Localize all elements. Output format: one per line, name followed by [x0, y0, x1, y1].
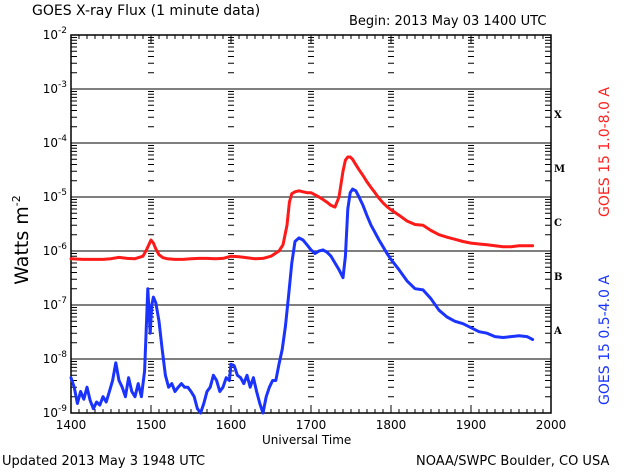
y-tick-base: 10 [42, 136, 59, 150]
y-tick-exp: -3 [58, 80, 67, 90]
y-tick-exp: -5 [58, 188, 67, 198]
begin-time: Begin: 2013 May 03 1400 UTC [349, 14, 547, 29]
y-tick-label: 10-8 [27, 350, 67, 366]
y-tick-label: 10-7 [27, 296, 67, 312]
x-tick-label: 1800 [375, 418, 407, 432]
series-short-channel [69, 187, 535, 415]
plot-frame [70, 34, 552, 414]
flare-class-m: M [554, 164, 566, 175]
y-tick-label: 10-3 [27, 80, 67, 96]
y-tick-base: 10 [42, 352, 59, 366]
x-tick-label: 2000 [535, 418, 567, 432]
y-tick-label: 10-4 [27, 134, 67, 150]
x-axis-label: Universal Time [262, 433, 352, 447]
y-tick-base: 10 [42, 190, 59, 204]
flare-class-a: A [554, 326, 562, 337]
x-tick-label: 1900 [455, 418, 487, 432]
flare-class-c: C [554, 218, 562, 229]
x-tick-label: 1700 [295, 418, 327, 432]
y-tick-label: 10-5 [27, 188, 67, 204]
y-tick-label: 10-6 [27, 242, 67, 258]
y-tick-label: 10-2 [27, 26, 67, 42]
y-tick-base: 10 [42, 298, 59, 312]
y-tick-base: 10 [42, 82, 59, 96]
flare-class-b: B [554, 272, 563, 283]
y-tick-exp: -2 [58, 26, 67, 36]
x-tick-label: 1500 [135, 418, 167, 432]
x-tick-label: 1400 [55, 418, 87, 432]
series-long-channel [69, 155, 535, 261]
y-tick-exp: -8 [58, 350, 67, 360]
credit-text: NOAA/SWPC Boulder, CO USA [416, 454, 610, 469]
y-tick-exp: -4 [58, 134, 67, 144]
y-tick-exp: -6 [58, 242, 67, 252]
x-tick-label: 1600 [215, 418, 247, 432]
y-tick-base: 10 [42, 28, 59, 42]
chart-title: GOES X-ray Flux (1 minute data) [32, 3, 261, 19]
legend-long-channel: GOES 15 1.0-8.0 A [597, 87, 613, 217]
y-tick-exp: -7 [58, 296, 67, 306]
y-tick-base: 10 [42, 244, 59, 258]
y-tick-exp: -9 [58, 404, 67, 414]
updated-timestamp: Updated 2013 May 3 1948 UTC [2, 454, 206, 469]
flare-class-x: X [554, 110, 562, 121]
y-tick-label: 10-9 [27, 404, 67, 420]
legend-short-channel: GOES 15 0.5-4.0 A [597, 275, 613, 405]
y-tick-base: 10 [42, 406, 59, 420]
